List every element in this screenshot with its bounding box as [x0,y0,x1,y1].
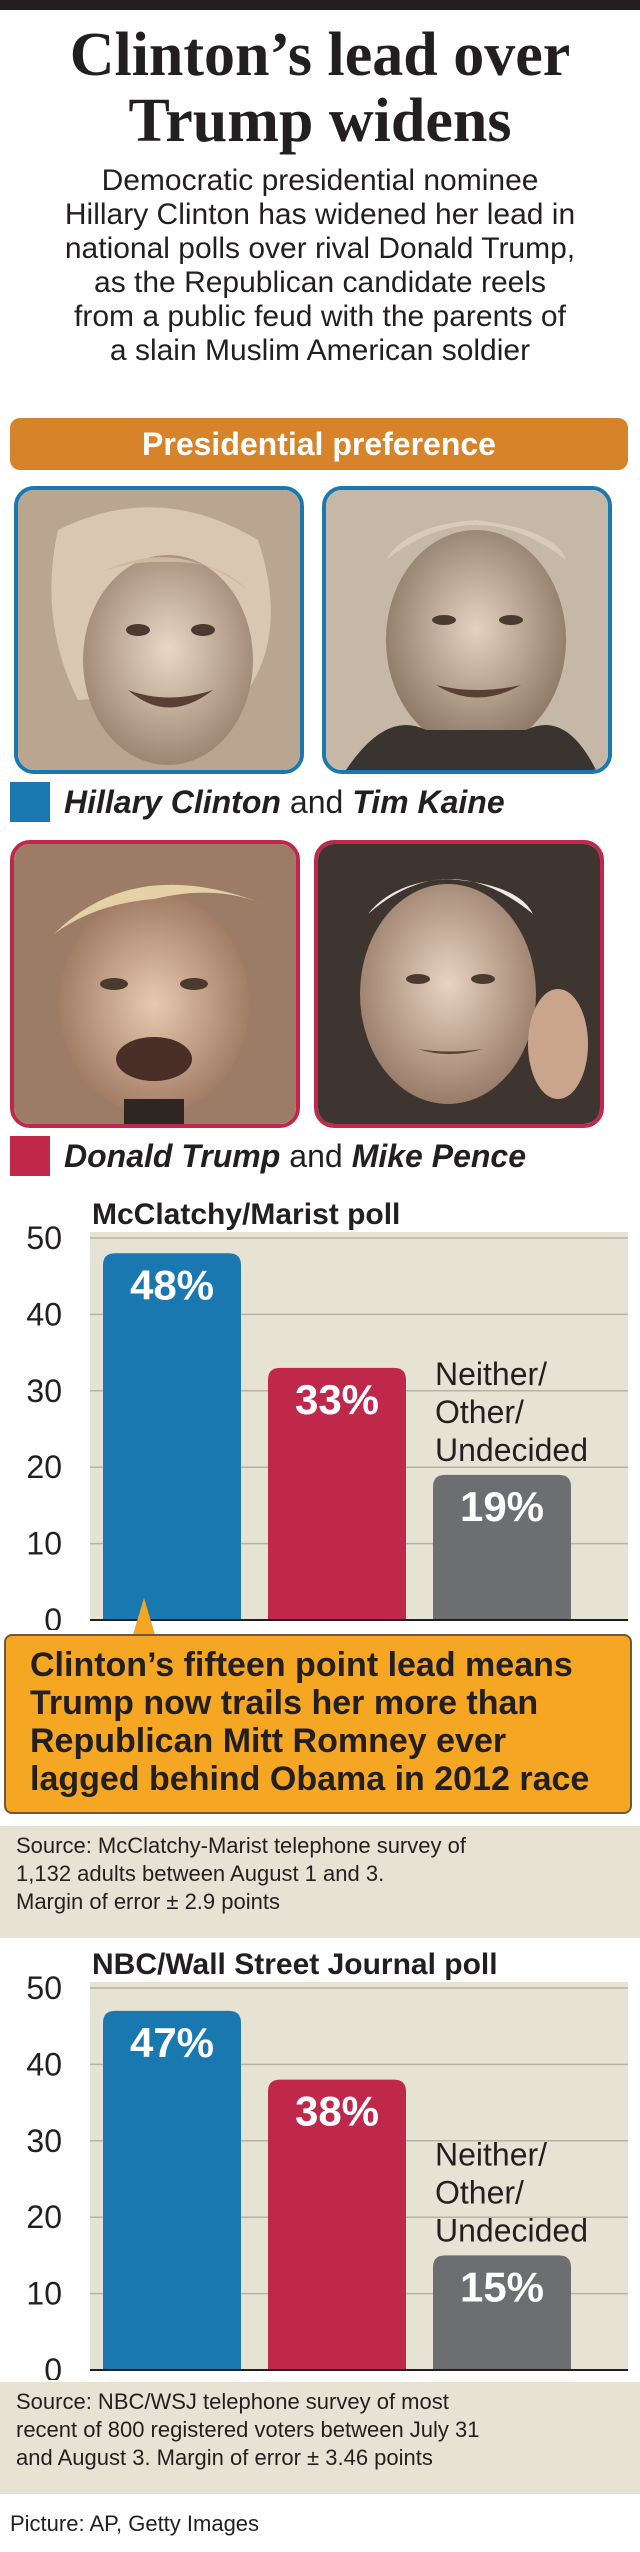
y-tick-label: 30 [26,2123,62,2159]
section-banner: Presidential preference [10,418,628,470]
bar-other [433,2255,571,2370]
other-category-label: Undecided [435,2212,588,2248]
legend-name-pence: Mike Pence [351,1137,526,1174]
headline-line: Clinton’s lead over [69,21,571,89]
portrait-pence [314,840,604,1128]
portrait-trump [10,840,300,1128]
bar-value-label: 33% [295,1376,379,1423]
callout-line: Clinton’s fifteen point lead means [30,1646,573,1684]
source-line: Source: McClatchy-Marist telephone surve… [16,1833,466,1858]
y-tick-label: 10 [26,2276,62,2312]
source-line: and August 3. Margin of error ± 3.46 poi… [16,2445,433,2470]
portrait-kaine [322,486,612,774]
y-tick-label: 20 [26,1449,62,1485]
bar-trump [268,1367,406,1620]
bar-value-label: 15% [460,2263,544,2310]
intro-line: a slain Muslim American soldier [109,334,531,367]
y-tick-label: 30 [26,1373,62,1409]
y-tick-label: 10 [26,1526,62,1562]
bar-value-label: 48% [130,1261,214,1308]
intro-line: Hillary Clinton has widened her lead in [64,198,576,231]
legend-republicans: Donald Trump and Mike Pence [10,1136,526,1176]
top-bar [0,0,640,10]
intro-line: national polls over rival Donald Trump, [64,232,576,265]
bar-value-label: 38% [295,2088,379,2135]
portrait-pence-image [318,844,600,1124]
chart-title: NBC/Wall Street Journal poll [92,1948,498,1981]
callout-line: Trump now trails her more than [30,1684,539,1722]
y-tick-label: 0 [44,1602,62,1630]
portrait-trump-image [14,844,296,1124]
legend-name-clinton: Hillary Clinton [64,783,281,820]
y-tick-label: 20 [26,2199,62,2235]
callout-line: Republican Mitt Romney ever [30,1722,507,1760]
y-tick-label: 40 [26,1296,62,1332]
headline: Clinton’s lead over Trump widens [0,22,640,154]
bar-value-label: 47% [130,2019,214,2066]
other-category-label: Neither/ [435,1356,547,1392]
other-category-label: Neither/ [435,2136,547,2172]
source-note-2: Source: NBC/WSJ telephone survey of most… [0,2382,640,2494]
portrait-kaine-image [326,490,608,770]
source-note-1: Source: McClatchy-Marist telephone surve… [0,1826,640,1938]
legend-democrats: Hillary Clinton and Tim Kaine [10,782,505,822]
source-line: Margin of error ± 2.9 points [16,1889,280,1914]
y-tick-label: 0 [44,2352,62,2380]
y-tick-label: 40 [26,2046,62,2082]
chart-nbc-wsj: NBC/Wall Street Journal poll 0 10 20 30 40 50 4… [26,1948,628,2380]
other-category-label: Undecided [435,1432,588,1468]
legend-and: and [289,1137,343,1174]
source-line: Source: NBC/WSJ telephone survey of most [16,2389,449,2414]
legend-and: and [289,783,344,820]
picture-credit: Picture: AP, Getty Images [10,2511,260,2536]
intro-text: Democratic presidential nominee Hillary … [10,164,630,368]
headline-line: Trump widens [128,87,512,155]
legend-swatch-democrats [10,782,50,822]
portrait-clinton-image [18,490,300,770]
source-line: 1,132 adults between August 1 and 3. [16,1861,385,1886]
y-tick-label: 50 [26,1970,62,2006]
other-category-label: Other/ [435,1394,524,1430]
bar-other [433,1474,571,1620]
bar-trump [268,2079,406,2370]
bar-clinton [103,2010,241,2370]
chart-mcclatchy-marist: McClatchy/Marist poll 0 10 20 30 40 50 48% 33% 19… [26,1198,628,1630]
intro-line: Democratic presidential nominee [101,164,539,197]
other-category-label: Other/ [435,2174,524,2210]
intro-line: from a public feud with the parents of [74,300,566,333]
legend-swatch-republicans [10,1136,50,1176]
legend-name-trump: Donald Trump [64,1137,281,1174]
chart-title: McClatchy/Marist poll [92,1198,400,1231]
y-tick-label: 50 [26,1220,62,1256]
source-line: recent of 800 registered voters between … [16,2417,480,2442]
intro-line: as the Republican candidate reels [94,266,546,299]
callout-pointer [132,1598,156,1638]
bar-value-label: 19% [460,1483,544,1530]
legend-name-kaine: Tim Kaine [352,783,505,820]
callout-line: lagged behind Obama in 2012 race [30,1760,590,1798]
portrait-clinton [14,486,304,774]
callout-box: Clinton’s fifteen point lead means Trump… [4,1634,632,1814]
bar-clinton [103,1253,241,1620]
